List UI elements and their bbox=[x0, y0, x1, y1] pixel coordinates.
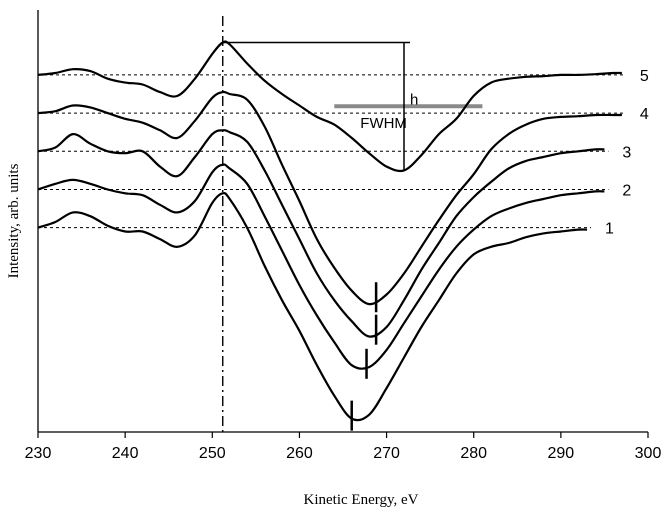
series-1-line bbox=[37, 192, 588, 422]
x-ticks: 230 240 250 260 270 280 290 300 bbox=[25, 432, 662, 462]
series-3-line bbox=[37, 129, 605, 338]
x-tick-label: 290 bbox=[548, 445, 575, 462]
baselines bbox=[38, 74, 626, 229]
fwhm-label: FWHM bbox=[360, 115, 407, 132]
curve-label-3: 3 bbox=[622, 144, 631, 161]
series-5-line bbox=[37, 40, 622, 173]
x-tick-label: 230 bbox=[25, 445, 52, 462]
plot-area: 230 240 250 260 270 280 290 300 1 2 3 4 5 h FWHM bbox=[25, 10, 662, 462]
curve-label-4: 4 bbox=[640, 106, 649, 123]
height-marker bbox=[222, 41, 410, 171]
curve-label-2: 2 bbox=[622, 182, 631, 199]
curve-label-5: 5 bbox=[640, 68, 649, 85]
curve-label-1: 1 bbox=[605, 221, 614, 238]
y-axis-title: Intensity, arb. units bbox=[6, 163, 22, 278]
x-tick-label: 240 bbox=[112, 445, 139, 462]
x-tick-label: 260 bbox=[286, 445, 313, 462]
curves bbox=[37, 40, 622, 422]
x-tick-label: 280 bbox=[460, 445, 487, 462]
curve-labels: 1 2 3 4 5 bbox=[605, 68, 649, 238]
h-label: h bbox=[410, 91, 418, 108]
series-4-line bbox=[37, 90, 622, 306]
x-tick-label: 270 bbox=[373, 445, 400, 462]
minimum-markers bbox=[350, 282, 378, 431]
x-axis-title: Kinetic Energy, eV bbox=[304, 492, 419, 508]
x-tick-label: 300 bbox=[635, 445, 662, 462]
x-tick-label: 250 bbox=[199, 445, 226, 462]
series-2-line bbox=[37, 163, 605, 370]
